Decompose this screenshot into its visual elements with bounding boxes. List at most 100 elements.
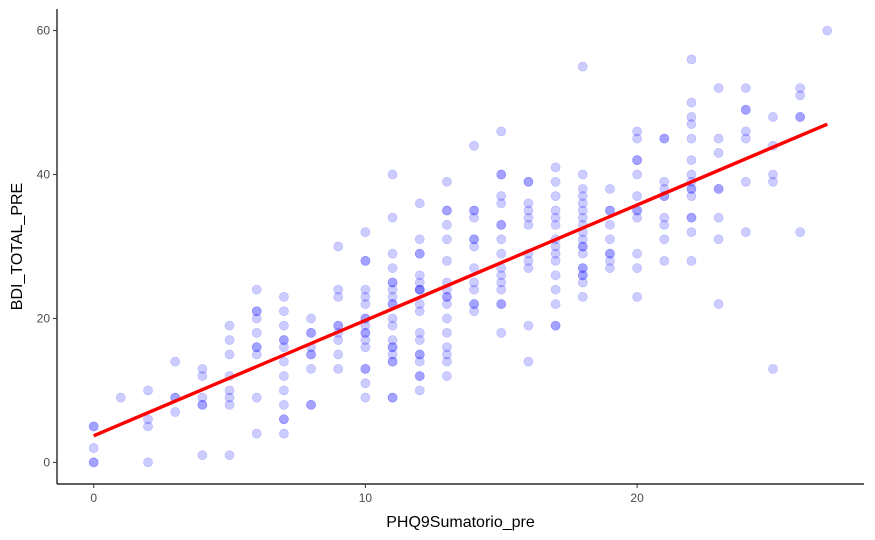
data-point bbox=[306, 327, 316, 338]
data-point bbox=[686, 184, 697, 194]
y-tick-label: 40 bbox=[37, 168, 51, 182]
data-point bbox=[632, 191, 643, 202]
y-tick-label: 0 bbox=[43, 455, 50, 469]
data-point bbox=[523, 212, 534, 223]
data-point bbox=[387, 277, 398, 288]
data-point bbox=[278, 414, 289, 425]
data-point bbox=[550, 248, 561, 259]
data-point bbox=[278, 399, 289, 410]
data-point bbox=[387, 284, 398, 295]
y-axis-title: BDI_TOTAL_PRE bbox=[9, 183, 26, 310]
data-point bbox=[387, 392, 398, 403]
data-point bbox=[224, 349, 235, 360]
data-point bbox=[795, 227, 806, 238]
data-point bbox=[333, 363, 344, 374]
data-point bbox=[278, 335, 289, 345]
data-point bbox=[686, 169, 697, 180]
data-point bbox=[387, 392, 398, 403]
data-point bbox=[550, 284, 561, 295]
data-point bbox=[686, 212, 697, 223]
data-point bbox=[251, 342, 262, 353]
data-point bbox=[632, 155, 643, 166]
data-point bbox=[577, 198, 588, 209]
data-point bbox=[523, 176, 534, 187]
data-point bbox=[795, 90, 806, 101]
data-point bbox=[523, 356, 534, 367]
data-point bbox=[632, 212, 643, 223]
data-point bbox=[577, 234, 588, 245]
data-point bbox=[197, 363, 208, 374]
data-point bbox=[822, 25, 833, 36]
data-point bbox=[387, 248, 398, 259]
data-point bbox=[740, 176, 751, 187]
data-point bbox=[115, 392, 126, 403]
data-point bbox=[605, 248, 615, 259]
data-point bbox=[496, 270, 507, 281]
data-point bbox=[170, 407, 181, 417]
data-point bbox=[496, 169, 507, 180]
data-point bbox=[442, 255, 452, 266]
data-point bbox=[523, 255, 534, 266]
data-point bbox=[333, 291, 344, 302]
data-point bbox=[333, 335, 344, 345]
data-point bbox=[306, 349, 316, 360]
data-point bbox=[659, 234, 670, 245]
data-point bbox=[795, 112, 806, 122]
data-point bbox=[278, 385, 289, 396]
data-point bbox=[469, 212, 479, 223]
data-point bbox=[306, 349, 316, 360]
data-point bbox=[550, 299, 561, 309]
data-point bbox=[632, 126, 643, 137]
data-point bbox=[740, 126, 751, 137]
data-point bbox=[442, 234, 452, 245]
x-tick-label: 0 bbox=[90, 491, 97, 505]
data-point bbox=[740, 83, 751, 94]
data-point bbox=[224, 399, 235, 410]
data-point bbox=[143, 457, 153, 468]
data-point bbox=[632, 291, 643, 302]
data-point bbox=[387, 212, 398, 223]
data-point bbox=[496, 299, 507, 309]
data-point bbox=[550, 220, 561, 230]
data-point bbox=[523, 263, 534, 273]
data-point bbox=[414, 284, 425, 295]
data-point bbox=[686, 54, 697, 65]
data-point bbox=[414, 284, 425, 295]
data-point bbox=[224, 450, 235, 461]
x-axis-title: PHQ9Sumatorio_pre bbox=[386, 514, 535, 531]
data-point bbox=[442, 349, 452, 360]
data-point bbox=[360, 392, 371, 403]
data-point bbox=[197, 450, 208, 461]
data-point bbox=[713, 148, 724, 158]
y-tick-label: 20 bbox=[37, 311, 51, 325]
data-point bbox=[306, 313, 316, 324]
data-point bbox=[577, 241, 588, 252]
data-point bbox=[523, 220, 534, 230]
data-point bbox=[414, 234, 425, 245]
x-axis-ticks: 0 10 20 bbox=[90, 484, 644, 505]
data-point bbox=[88, 443, 99, 453]
data-point bbox=[469, 299, 479, 309]
data-point bbox=[333, 349, 344, 360]
data-point bbox=[686, 97, 697, 108]
data-point bbox=[442, 220, 452, 230]
data-point bbox=[768, 363, 778, 374]
data-point bbox=[523, 198, 534, 209]
data-point bbox=[387, 169, 398, 180]
data-point bbox=[686, 112, 697, 122]
data-point bbox=[143, 414, 153, 425]
data-point bbox=[523, 320, 534, 331]
data-point bbox=[442, 291, 452, 302]
fit-line bbox=[93, 122, 828, 438]
data-point bbox=[197, 371, 208, 381]
points-layer bbox=[88, 25, 833, 468]
data-point bbox=[197, 399, 208, 410]
y-tick-label: 60 bbox=[37, 24, 51, 38]
data-point bbox=[442, 299, 452, 309]
data-point bbox=[442, 205, 452, 216]
data-point bbox=[387, 277, 398, 288]
data-point bbox=[333, 284, 344, 295]
data-point bbox=[387, 356, 398, 367]
data-point bbox=[469, 205, 479, 216]
